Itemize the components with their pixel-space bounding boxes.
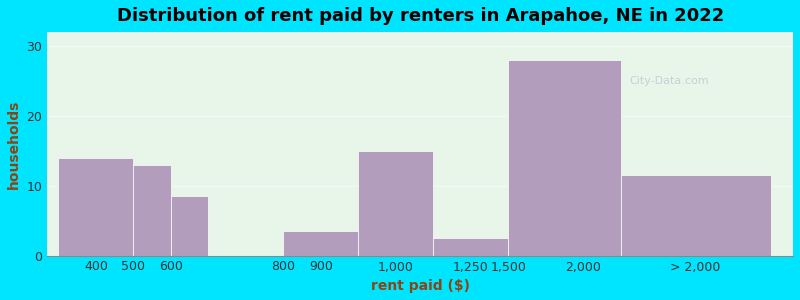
X-axis label: rent paid ($): rent paid ($) — [370, 279, 470, 293]
Bar — [358, 151, 434, 256]
Bar — [283, 231, 358, 256]
Bar — [621, 175, 770, 256]
Title: Distribution of rent paid by renters in Arapahoe, NE in 2022: Distribution of rent paid by renters in … — [117, 7, 724, 25]
Bar — [58, 158, 134, 256]
Bar — [434, 238, 508, 256]
Text: City-Data.com: City-Data.com — [629, 76, 709, 86]
Bar — [508, 60, 621, 256]
Bar — [134, 165, 171, 256]
Y-axis label: households: households — [7, 99, 21, 188]
Bar — [171, 196, 208, 256]
